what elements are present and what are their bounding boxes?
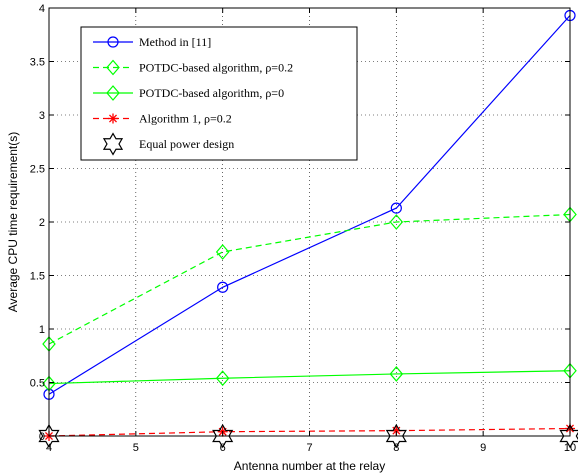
x-tick-label: 4 xyxy=(46,442,52,454)
data-point xyxy=(385,423,407,449)
data-point xyxy=(390,202,402,214)
data-point xyxy=(389,366,404,382)
x-tick-label: 5 xyxy=(133,442,139,454)
legend-marker xyxy=(106,85,120,101)
legend-entry: Method in [11] xyxy=(139,35,211,49)
x-tick-label: 10 xyxy=(564,442,576,454)
legend-entry: Equal power design xyxy=(139,137,234,151)
y-tick-label: 0 xyxy=(39,431,45,443)
series-line xyxy=(48,213,571,345)
x-axis-label: Antenna number at the relay xyxy=(234,459,385,473)
series-4 xyxy=(38,423,578,449)
y-tick-label: 2.5 xyxy=(30,164,45,176)
x-tick-label: 6 xyxy=(220,442,226,454)
series-line xyxy=(48,15,571,395)
series-2 xyxy=(42,362,577,392)
legend-marker xyxy=(102,132,124,156)
series-1 xyxy=(42,206,577,352)
data-point xyxy=(38,423,60,449)
series-line xyxy=(48,370,571,385)
legend-entry: POTDC-based algorithm, ρ=0.2 xyxy=(139,61,293,75)
x-tick-label: 9 xyxy=(480,442,486,454)
legend-marker xyxy=(106,59,120,76)
y-tick-label: 4 xyxy=(39,3,45,15)
y-tick-label: 3 xyxy=(39,110,45,122)
x-tick-label: 7 xyxy=(306,442,312,454)
data-point xyxy=(217,281,229,293)
data-point xyxy=(559,423,578,449)
legend: Method in [11] POTDC-based algorithm, ρ=0… xyxy=(80,26,358,161)
y-tick-label: 3.5 xyxy=(30,57,45,69)
data-point xyxy=(215,370,230,387)
y-tick-label: 1.5 xyxy=(30,271,45,283)
y-tick-label: 1 xyxy=(39,324,45,336)
tick-layer: 4 5 6 7 8 9 10 0 0.5 1 1.5 2 2.5 3 3.5 4 xyxy=(30,3,576,454)
legend-entry: Algorithm 1, ρ=0.2 xyxy=(139,112,232,126)
data-point xyxy=(389,214,404,230)
legend-marker xyxy=(108,113,118,124)
y-axis-label: Average CPU time requirement(s) xyxy=(6,132,20,313)
legend-entry: POTDC-based algorithm, ρ=0 xyxy=(139,86,284,100)
x-tick-label: 8 xyxy=(393,442,399,454)
data-point xyxy=(212,423,234,449)
data-point xyxy=(215,244,230,260)
legend-marker xyxy=(107,36,119,48)
y-tick-label: 2 xyxy=(39,217,45,229)
y-tick-label: 0.5 xyxy=(30,378,45,390)
